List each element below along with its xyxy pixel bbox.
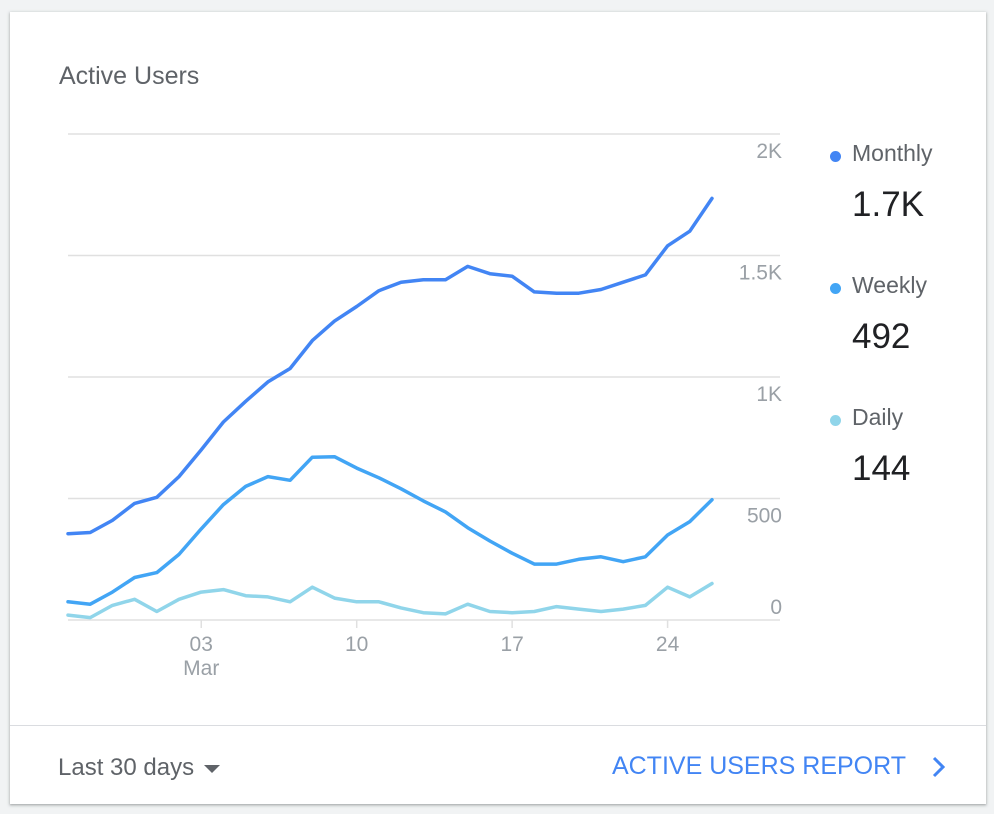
card-footer: Last 30 days ACTIVE USERS REPORT [10,725,986,805]
weekly-dot-icon [830,283,841,294]
daily-dot-icon [830,415,841,426]
caret-down-icon [204,764,221,773]
x-tick-label: 03 [190,633,213,656]
y-tick-label: 0 [770,596,782,619]
x-tick-label: 17 [500,633,523,656]
y-tick-label: 1.5K [739,262,782,285]
chevron-right-icon [932,757,946,778]
card-title: Active Users [59,62,200,90]
y-tick-label: 2K [756,140,782,163]
date-range-label: Last 30 days [58,754,195,781]
legend-label-daily: Daily [852,404,904,430]
report-link-label: ACTIVE USERS REPORT [611,752,906,780]
y-tick-label: 500 [747,505,782,528]
legend-label-weekly: Weekly [852,272,927,298]
monthly-dot-icon [830,151,841,162]
series-line-daily [66,581,714,620]
legend-value-monthly: 1.7K [852,185,924,224]
x-tick-label: 10 [345,633,368,656]
x-tick-sublabel: Mar [183,657,219,680]
legend-value-weekly: 492 [852,317,911,356]
active-users-card: Active Users 0 500 1K 1.5K 2K 03 Mar 10 17 24 Mon… [10,12,986,804]
y-tick-label: 1K [756,383,782,406]
legend-label-monthly: Monthly [852,140,933,166]
series-line-monthly [66,196,714,536]
date-range-dropdown[interactable]: Last 30 days [58,754,221,782]
x-tick-label: 24 [656,633,680,656]
series-line-weekly [66,454,714,606]
active-users-report-link[interactable]: ACTIVE USERS REPORT [612,752,946,781]
legend-value-daily: 144 [852,449,911,488]
